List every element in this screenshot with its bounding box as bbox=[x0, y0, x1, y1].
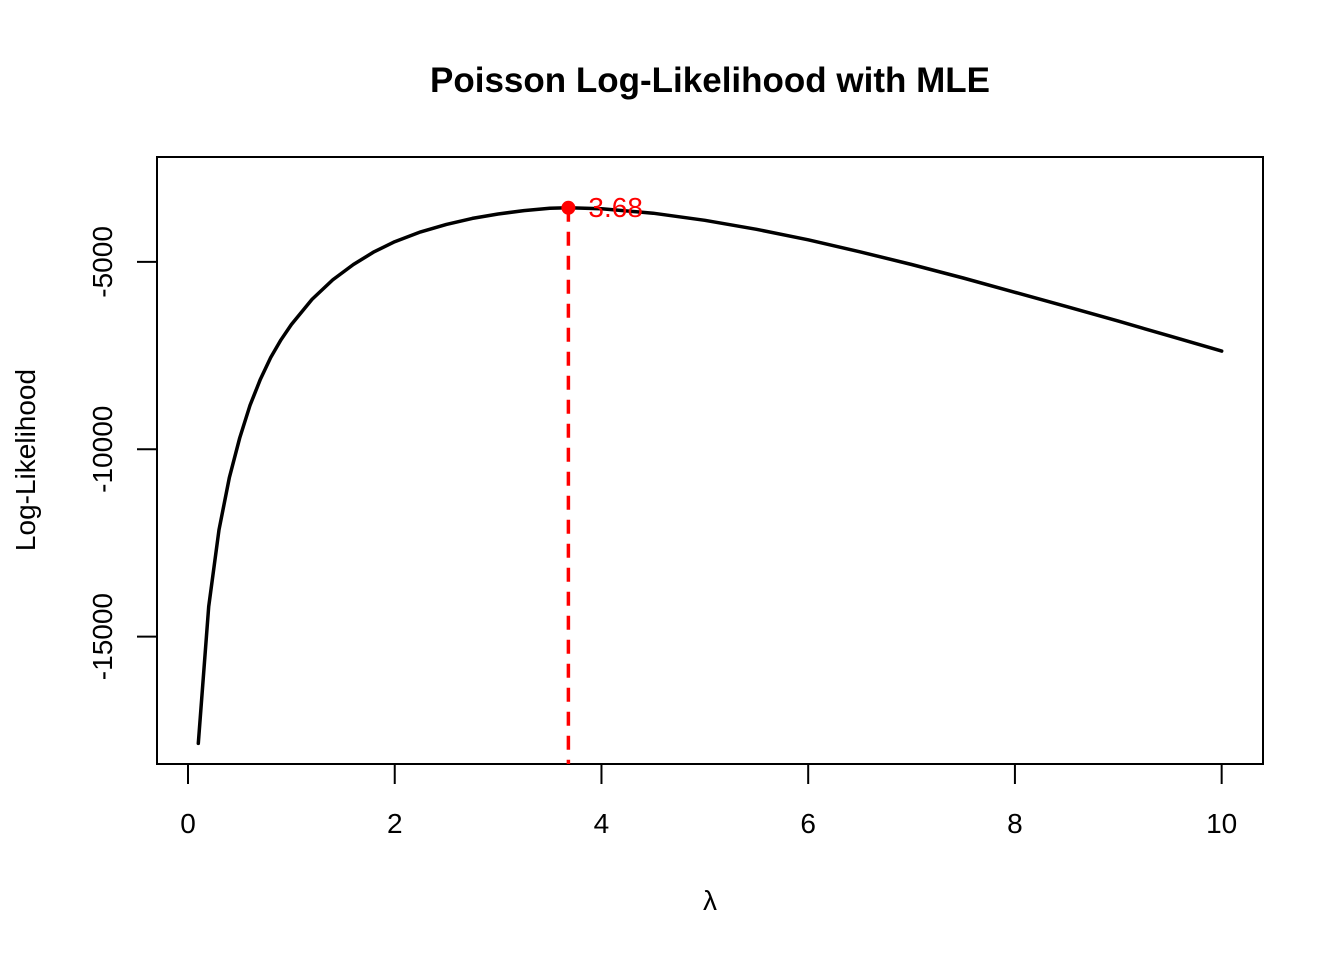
mle-label: 3.68 bbox=[588, 192, 643, 223]
plot-frame bbox=[156, 156, 1264, 765]
x-tick-label: 10 bbox=[1206, 808, 1237, 839]
x-tick-label: 4 bbox=[594, 808, 610, 839]
x-tick-label: 0 bbox=[180, 808, 196, 839]
series-layer bbox=[196, 206, 1224, 746]
mle-point bbox=[561, 200, 576, 215]
mle-layer: 3.68 bbox=[561, 192, 643, 764]
y-tick-label: -10000 bbox=[87, 406, 118, 493]
x-tick-label: 6 bbox=[800, 808, 816, 839]
y-tick-label: -5000 bbox=[87, 226, 118, 298]
x-axis-label: λ bbox=[703, 885, 717, 916]
y-tick-label: -15000 bbox=[87, 593, 118, 680]
x-tick-label: 8 bbox=[1007, 808, 1023, 839]
x-axis: 0 2 4 6 8 10 bbox=[180, 763, 1237, 839]
x-tick-label: 2 bbox=[387, 808, 403, 839]
log-likelihood-line bbox=[196, 206, 1224, 746]
y-axis-label: Log-Likelihood bbox=[10, 369, 41, 551]
y-axis: -15000 -10000 -5000 bbox=[87, 226, 158, 680]
chart-title: Poisson Log-Likelihood with MLE bbox=[430, 61, 990, 100]
